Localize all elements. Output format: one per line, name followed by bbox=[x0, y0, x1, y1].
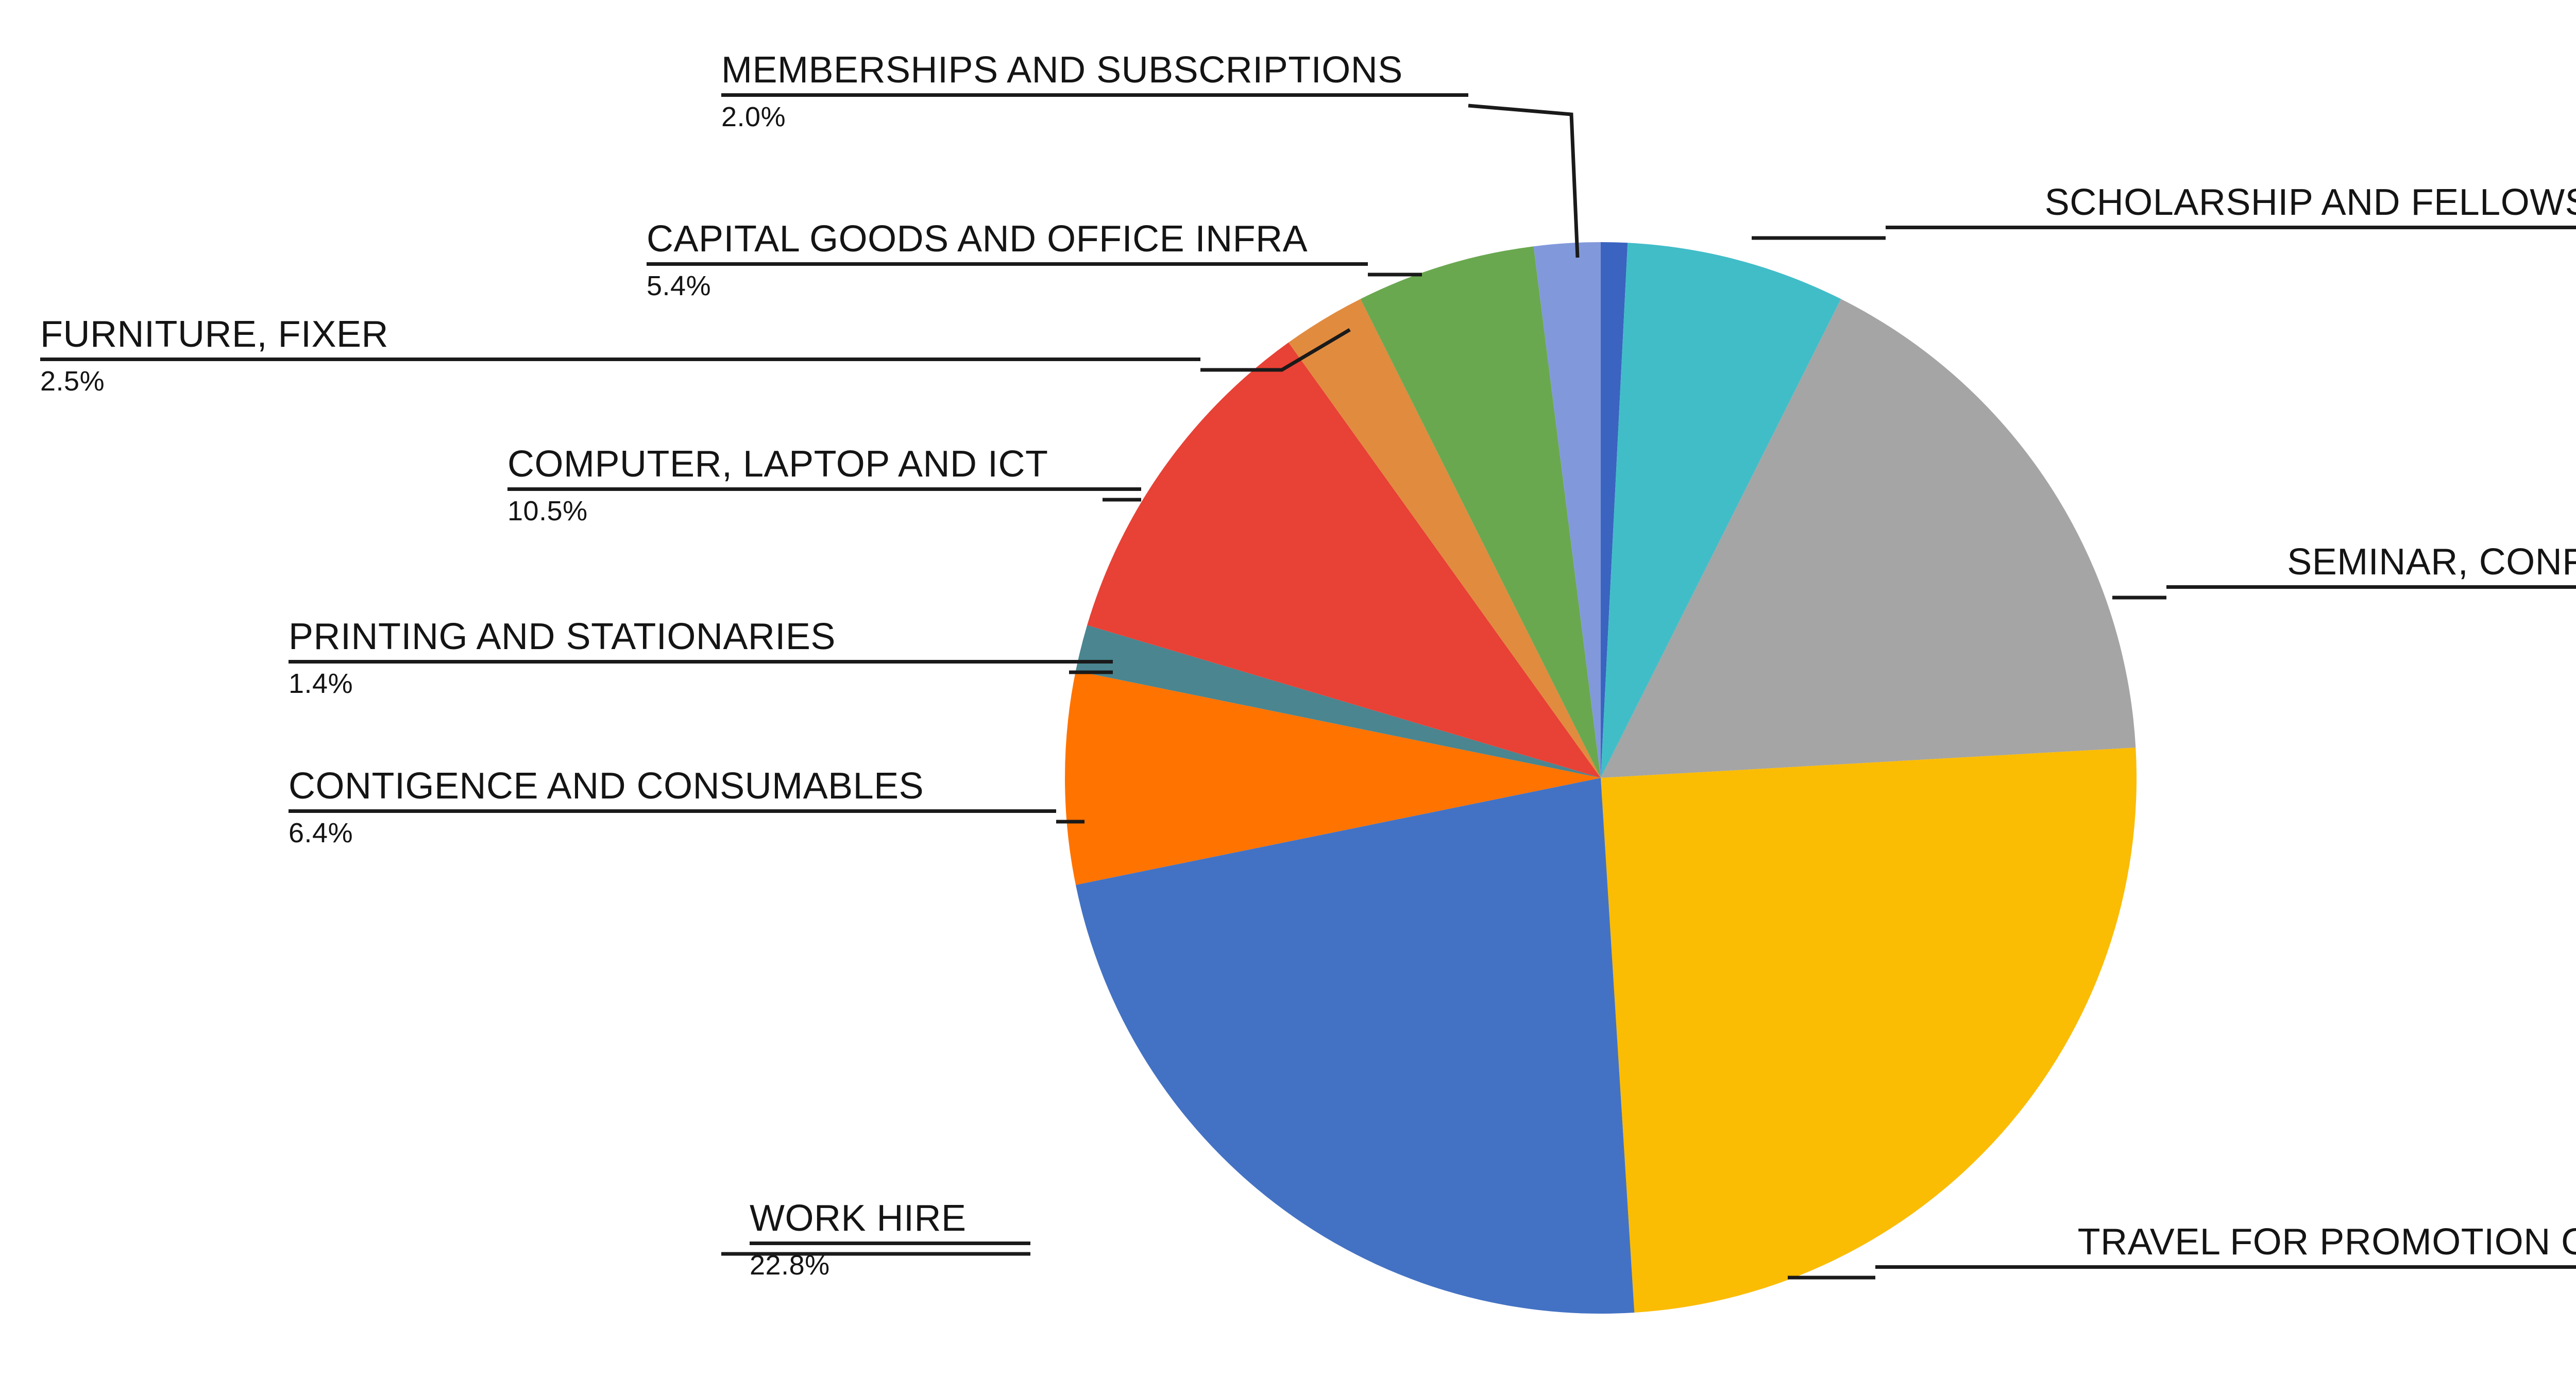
label-scholarship-percent: 6.6% bbox=[1886, 232, 2576, 266]
label-computer-percent: 10.5% bbox=[507, 496, 588, 526]
label-printing: PRINTING AND STATIONARIES 1.4% bbox=[289, 616, 1113, 701]
pie-slice-computer[interactable] bbox=[1087, 342, 1601, 778]
label-computer-category: COMPUTER, LAPTOP AND ICT bbox=[507, 444, 1048, 485]
pie-slice-scholarship[interactable] bbox=[1601, 243, 1841, 778]
label-seminar-rule bbox=[2166, 585, 2576, 589]
label-furniture-percent: 2.5% bbox=[40, 366, 105, 397]
label-computer: COMPUTER, LAPTOP AND ICT 10.5% bbox=[507, 443, 1141, 528]
label-travel-rule bbox=[1875, 1265, 2576, 1269]
pie-slice-printing[interactable] bbox=[1075, 625, 1601, 778]
label-capital-goods-rule bbox=[647, 262, 1368, 266]
label-work-hire-category: WORK HIRE bbox=[750, 1198, 967, 1239]
leader-lines bbox=[721, 104, 2166, 1280]
label-contigence-percent: 6.4% bbox=[289, 818, 353, 848]
label-work-hire-percent: 22.8% bbox=[750, 1250, 830, 1281]
label-seminar: SEMINAR, CONFERENCE, EVENTS AND DELE... … bbox=[2166, 541, 2576, 626]
label-capital-goods-percent: 5.4% bbox=[647, 270, 711, 301]
label-memberships-category: MEMBERSHIPS AND SUBSCRIPTIONS bbox=[721, 49, 1403, 91]
pie-slice-work_hire[interactable] bbox=[1075, 778, 1635, 1314]
label-work-hire: WORK HIRE 22.8% bbox=[750, 1197, 1030, 1282]
label-memberships-rule bbox=[721, 93, 1468, 97]
pie-slice-memberships[interactable] bbox=[1533, 242, 1601, 778]
label-travel-category: TRAVEL FOR PROMOTION OF INTERNATIONAL RE… bbox=[2077, 1221, 2576, 1263]
pie-slice-other[interactable] bbox=[1601, 242, 1628, 778]
pie-slice-contigence[interactable] bbox=[1064, 671, 1601, 885]
label-contigence-rule bbox=[289, 809, 1056, 813]
label-contigence: CONTIGENCE AND CONSUMABLES 6.4% bbox=[289, 765, 1056, 850]
pie-slice-furniture[interactable] bbox=[1289, 299, 1601, 778]
leader-furniture bbox=[1200, 328, 1351, 372]
pie-slices bbox=[1064, 242, 2137, 1314]
label-capital-goods-category: CAPITAL GOODS AND OFFICE INFRA bbox=[647, 218, 1308, 260]
label-travel-percent: 24.9% bbox=[1875, 1272, 2576, 1306]
label-memberships: MEMBERSHIPS AND SUBSCRIPTIONS 2.0% bbox=[721, 49, 1468, 134]
label-seminar-percent: 16.7% bbox=[2166, 592, 2576, 626]
label-travel: TRAVEL FOR PROMOTION OF INTERNATIONAL RE… bbox=[1875, 1221, 2576, 1306]
label-furniture-category: FURNITURE, FIXER bbox=[40, 314, 389, 355]
label-contigence-category: CONTIGENCE AND CONSUMABLES bbox=[289, 766, 924, 807]
label-memberships-percent: 2.0% bbox=[721, 101, 786, 132]
label-seminar-category: SEMINAR, CONFERENCE, EVENTS AND DELE... bbox=[2287, 541, 2576, 583]
label-printing-category: PRINTING AND STATIONARIES bbox=[289, 616, 836, 657]
label-furniture-rule bbox=[40, 358, 1200, 361]
label-computer-rule bbox=[507, 487, 1141, 491]
label-scholarship-category: SCHOLARSHIP AND FELLOWSHIP, AWARDS, REWA… bbox=[2044, 182, 2576, 223]
label-printing-rule bbox=[289, 660, 1113, 664]
pie-slice-travel[interactable] bbox=[1601, 747, 2137, 1313]
label-scholarship-rule bbox=[1886, 226, 2576, 229]
label-work-hire-rule bbox=[750, 1242, 1030, 1245]
leader-memberships bbox=[1468, 104, 1580, 258]
pie-slice-capital_goods[interactable] bbox=[1360, 246, 1601, 778]
label-scholarship: SCHOLARSHIP AND FELLOWSHIP, AWARDS, REWA… bbox=[1886, 181, 2576, 266]
label-capital-goods: CAPITAL GOODS AND OFFICE INFRA 5.4% bbox=[647, 218, 1368, 303]
pie-slice-seminar[interactable] bbox=[1601, 299, 2136, 778]
label-printing-percent: 1.4% bbox=[289, 668, 353, 699]
label-furniture: FURNITURE, FIXER 2.5% bbox=[40, 313, 1200, 398]
